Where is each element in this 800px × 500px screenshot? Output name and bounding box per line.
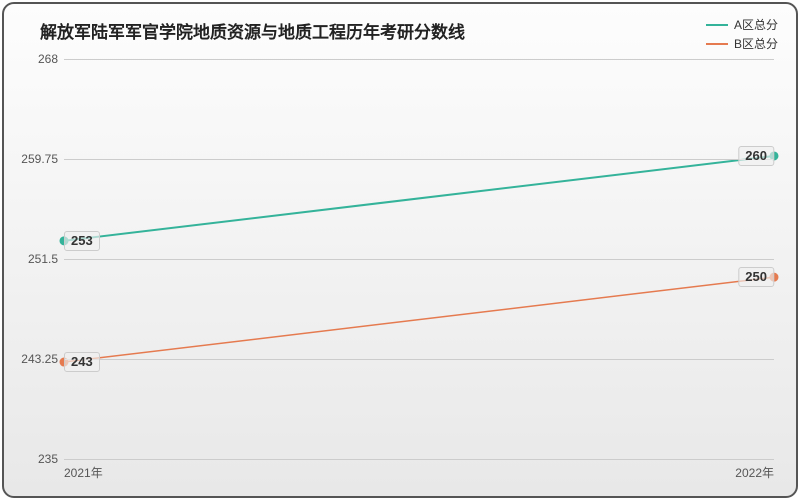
y-tick-label: 235 [14, 452, 58, 466]
gridline [64, 359, 774, 360]
data-label: 243 [64, 352, 100, 372]
gridline [64, 59, 774, 60]
y-tick-label: 259.75 [14, 152, 58, 166]
legend-swatch-a [706, 24, 728, 26]
data-label: 250 [738, 267, 774, 287]
chart-frame: 解放军陆军军官学院地质资源与地质工程历年考研分数线 A区总分 B区总分 235 2… [2, 2, 798, 498]
gridline [64, 459, 774, 460]
x-tick-label: 2022年 [735, 464, 774, 481]
legend-label-b: B区总分 [734, 35, 778, 52]
gridline [64, 259, 774, 260]
data-label: 260 [738, 146, 774, 166]
chart-container: 解放军陆军军官学院地质资源与地质工程历年考研分数线 A区总分 B区总分 235 2… [0, 0, 800, 500]
legend-item-a: A区总分 [706, 16, 778, 33]
series-line [64, 277, 774, 362]
gridline [64, 159, 774, 160]
data-label: 253 [64, 231, 100, 251]
legend-label-a: A区总分 [734, 16, 778, 33]
y-tick-label: 251.5 [14, 252, 58, 266]
x-tick-label: 2021年 [64, 464, 103, 481]
y-tick-label: 268 [14, 52, 58, 66]
legend-swatch-b [706, 43, 728, 45]
series-line [64, 156, 774, 241]
legend-item-b: B区总分 [706, 35, 778, 52]
legend: A区总分 B区总分 [706, 16, 778, 54]
chart-title: 解放军陆军军官学院地质资源与地质工程历年考研分数线 [40, 18, 465, 43]
y-tick-label: 243.25 [14, 352, 58, 366]
plot-area: 235243.25251.5259.752682021年2022年2532602… [64, 59, 774, 459]
